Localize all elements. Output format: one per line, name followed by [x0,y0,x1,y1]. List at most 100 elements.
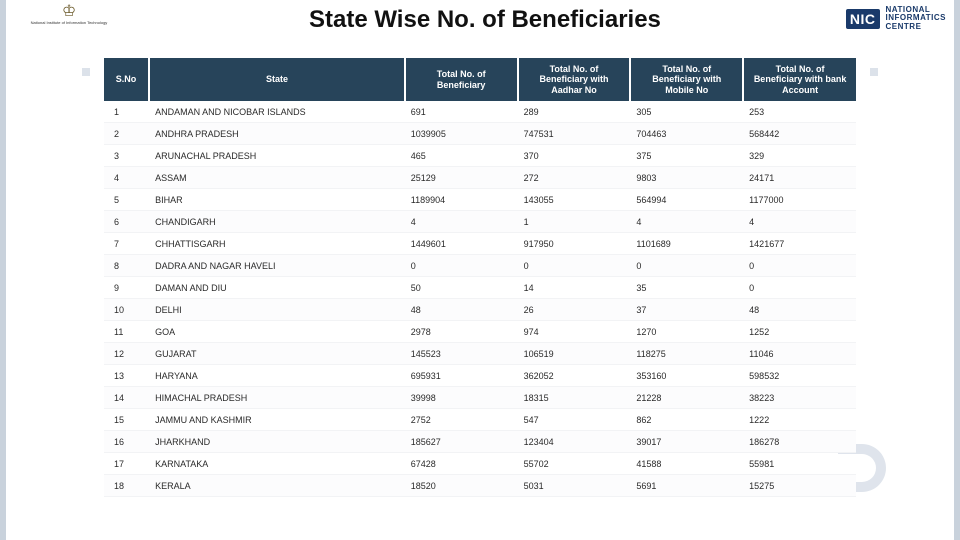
table-cell: 5 [104,189,149,211]
gov-emblem-block: ♔ National Institute of Information Tech… [14,4,124,25]
table-cell: 11046 [743,343,856,365]
slide-header: ♔ National Institute of Information Tech… [6,0,954,46]
table-cell: 18520 [405,475,518,497]
col-bank: Total No. of Beneficiary with bank Accou… [743,58,856,101]
table-cell: 1222 [743,409,856,431]
table-cell: 41588 [630,453,743,475]
table-cell: 2752 [405,409,518,431]
table-cell: 370 [518,145,631,167]
table-cell: ANDHRA PRADESH [149,123,405,145]
table-cell: 39998 [405,387,518,409]
table-cell: 1270 [630,321,743,343]
table-cell: 547 [518,409,631,431]
table-row: 12GUJARAT14552310651911827511046 [104,343,856,365]
table-cell: 253 [743,101,856,123]
table-row: 17KARNATAKA67428557024158855981 [104,453,856,475]
table-cell: 9 [104,277,149,299]
nic-line3: CENTRE [886,23,946,31]
col-aadhar: Total No. of Beneficiary with Aadhar No [518,58,631,101]
decor-square-right [870,68,878,76]
table-cell: 106519 [518,343,631,365]
table-cell: 123404 [518,431,631,453]
table-cell: 6 [104,211,149,233]
table-row: 14HIMACHAL PRADESH39998183152122838223 [104,387,856,409]
table-cell: 67428 [405,453,518,475]
table-cell: 186278 [743,431,856,453]
beneficiary-table: S.No State Total No. of Beneficiary Tota… [104,58,856,497]
table-cell: 16 [104,431,149,453]
table-cell: JAMMU AND KASHMIR [149,409,405,431]
table-cell: CHHATTISGARH [149,233,405,255]
table-cell: 0 [405,255,518,277]
table-cell: 1252 [743,321,856,343]
table-cell: 18315 [518,387,631,409]
table-cell: 598532 [743,365,856,387]
table-cell: 55702 [518,453,631,475]
table-cell: 695931 [405,365,518,387]
table-row: 3ARUNACHAL PRADESH465370375329 [104,145,856,167]
table-row: 16JHARKHAND18562712340439017186278 [104,431,856,453]
nic-text: NATIONAL INFORMATICS CENTRE [886,6,946,31]
table-cell: 747531 [518,123,631,145]
table-cell: 1 [104,101,149,123]
table-cell: GUJARAT [149,343,405,365]
table-cell: 0 [743,255,856,277]
table-cell: 9803 [630,167,743,189]
table-cell: 2 [104,123,149,145]
emblem-label: National Institute of Information Techno… [31,21,108,25]
decor-square-left [82,68,90,76]
table-row: 11GOA297897412701252 [104,321,856,343]
table-cell: 48 [743,299,856,321]
table-cell: 21228 [630,387,743,409]
table-cell: 15275 [743,475,856,497]
table-cell: DADRA AND NAGAR HAVELI [149,255,405,277]
table-cell: HARYANA [149,365,405,387]
table-cell: 55981 [743,453,856,475]
table-cell: 25129 [405,167,518,189]
table-cell: 48 [405,299,518,321]
table-cell: 1449601 [405,233,518,255]
table-cell: 185627 [405,431,518,453]
table-cell: HIMACHAL PRADESH [149,387,405,409]
table-cell: 10 [104,299,149,321]
table-cell: 289 [518,101,631,123]
table-row: 10DELHI48263748 [104,299,856,321]
table-cell: 17 [104,453,149,475]
table-cell: ARUNACHAL PRADESH [149,145,405,167]
table-header: S.No State Total No. of Beneficiary Tota… [104,58,856,101]
table-row: 18KERALA185205031569115275 [104,475,856,497]
table-cell: 26 [518,299,631,321]
table-cell: KARNATAKA [149,453,405,475]
table-cell: 8 [104,255,149,277]
table-cell: CHANDIGARH [149,211,405,233]
table-cell: 353160 [630,365,743,387]
table-cell: 5031 [518,475,631,497]
nic-badge: NIC [846,9,880,29]
table-cell: 375 [630,145,743,167]
table-cell: 704463 [630,123,743,145]
table-cell: 5691 [630,475,743,497]
table-cell: 7 [104,233,149,255]
table-cell: 1177000 [743,189,856,211]
table-cell: 862 [630,409,743,431]
table-cell: 4 [743,211,856,233]
table-row: 5BIHAR11899041430555649941177000 [104,189,856,211]
table-container: S.No State Total No. of Beneficiary Tota… [104,58,856,534]
table-cell: JHARKHAND [149,431,405,453]
table-cell: 11 [104,321,149,343]
table-cell: 12 [104,343,149,365]
col-state: State [149,58,405,101]
col-total: Total No. of Beneficiary [405,58,518,101]
table-row: 7CHHATTISGARH144960191795011016891421677 [104,233,856,255]
table-row: 2ANDHRA PRADESH1039905747531704463568442 [104,123,856,145]
table-cell: 37 [630,299,743,321]
table-row: 6CHANDIGARH4144 [104,211,856,233]
table-cell: 50 [405,277,518,299]
col-mobile: Total No. of Beneficiary with Mobile No [630,58,743,101]
table-cell: 465 [405,145,518,167]
table-cell: 118275 [630,343,743,365]
table-cell: 0 [743,277,856,299]
table-cell: DELHI [149,299,405,321]
table-row: 8DADRA AND NAGAR HAVELI0000 [104,255,856,277]
table-row: 13HARYANA695931362052353160598532 [104,365,856,387]
